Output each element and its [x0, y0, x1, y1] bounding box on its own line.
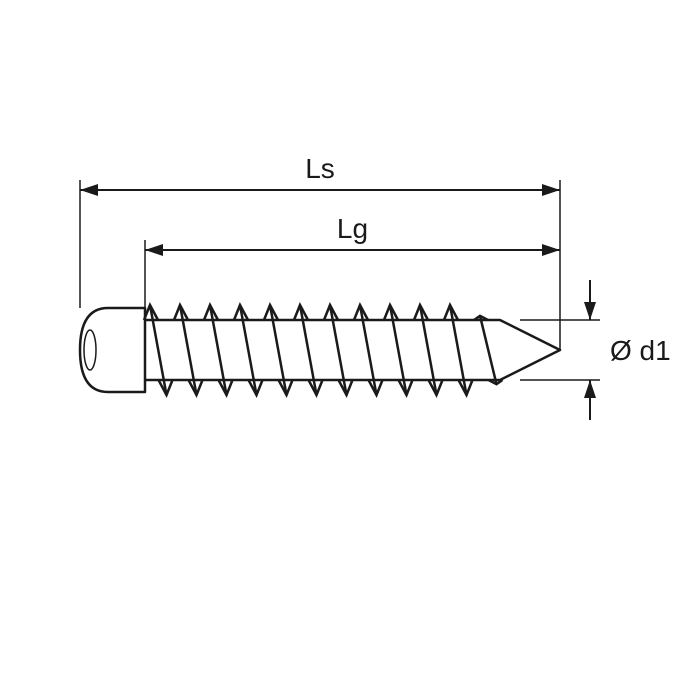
screw-shank-outline: [145, 320, 560, 380]
arrowhead: [80, 184, 98, 196]
arrowhead: [542, 184, 560, 196]
arrowhead: [584, 302, 596, 320]
screw-threads: [144, 305, 503, 395]
arrowhead: [584, 380, 596, 398]
drive-recess: [84, 330, 96, 370]
arrowhead: [145, 244, 163, 256]
arrowhead: [542, 244, 560, 256]
lg-label: Lg: [337, 213, 368, 244]
d1-label: Ø d1: [610, 335, 671, 366]
ls-label: Ls: [305, 153, 335, 184]
